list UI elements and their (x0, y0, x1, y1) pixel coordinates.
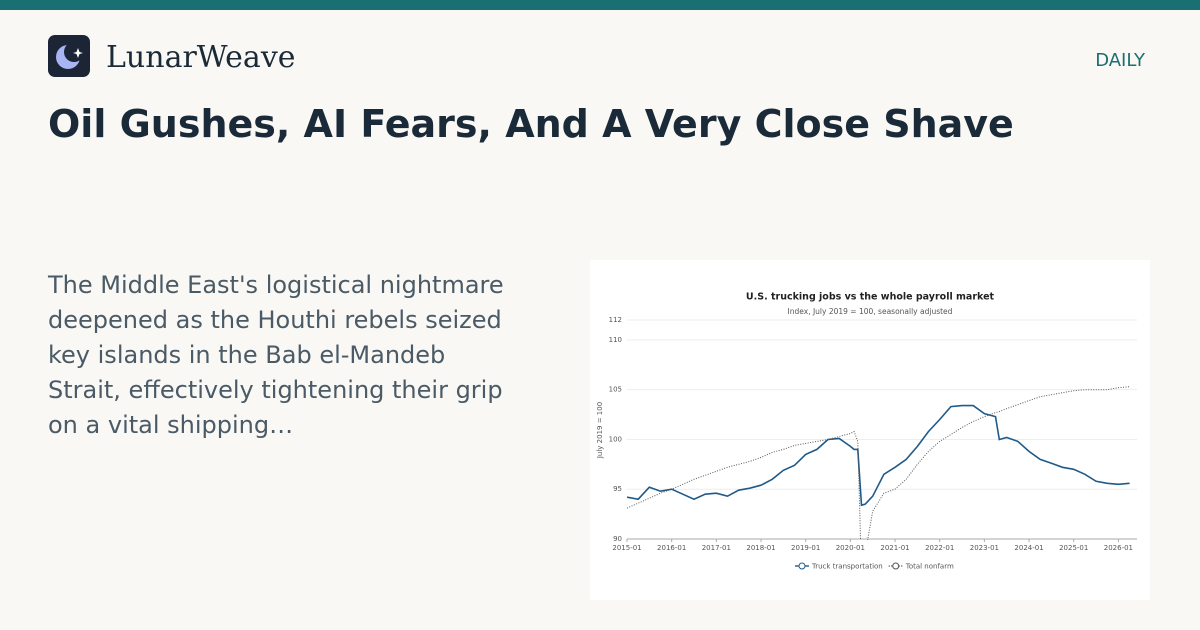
y-tick-label: 105 (609, 386, 622, 394)
series-line (627, 404, 1130, 507)
plot-area (627, 386, 1130, 540)
y-tick-label: 90 (613, 535, 622, 543)
y-tick-label: 112 (609, 316, 622, 324)
y-tick-label: 95 (613, 485, 622, 493)
x-tick-label: 2023-01 (970, 544, 999, 552)
x-tick-label: 2019-01 (791, 544, 820, 552)
headline: Oil Gushes, AI Fears, And A Very Close S… (48, 102, 1014, 146)
x-tick-label: 2024-01 (1014, 544, 1043, 552)
brand: LunarWeave (106, 40, 296, 75)
y-tick-label: 100 (609, 435, 622, 443)
x-tick-label: 2021-01 (880, 544, 909, 552)
x-tick-label: 2016-01 (657, 544, 686, 552)
summary: The Middle East's logistical nightmare d… (48, 271, 504, 439)
legend-label: Truck transportation (811, 563, 883, 571)
chart-subtitle: Index, July 2019 = 100, seasonally adjus… (788, 307, 953, 316)
x-tick-label: 2020-01 (836, 544, 865, 552)
legend-marker (798, 562, 806, 570)
chart-card: U.S. trucking jobs vs the whole payroll … (590, 260, 1150, 600)
x-tick-label: 2018-01 (746, 544, 775, 552)
x-tick-label: 2025-01 (1059, 544, 1088, 552)
y-tick-label: 110 (609, 336, 622, 344)
x-tick-label: 2015-01 (612, 544, 641, 552)
x-tick-label: 2022-01 (925, 544, 954, 552)
section-label: DAILY (1095, 50, 1145, 71)
chart: U.S. trucking jobs vs the whole payroll … (596, 292, 1137, 571)
logo (48, 35, 90, 77)
x-tick-label: 2026-01 (1104, 544, 1133, 552)
series-line (627, 386, 1130, 540)
top-bar (0, 0, 1200, 10)
legend-label: Total nonfarm (905, 563, 954, 571)
y-axis-label: July 2019 = 100 (596, 402, 604, 459)
chart-title: U.S. trucking jobs vs the whole payroll … (746, 292, 995, 303)
legend-marker (892, 562, 900, 570)
x-tick-label: 2017-01 (702, 544, 731, 552)
